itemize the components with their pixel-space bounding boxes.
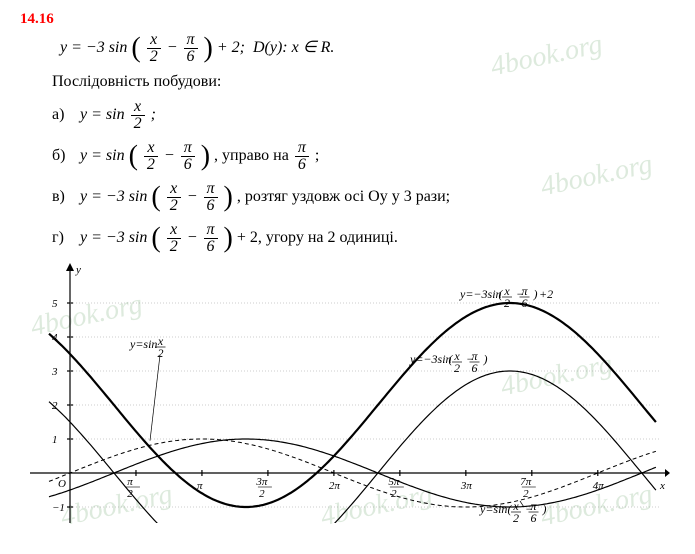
frac-num: π [204,222,218,239]
frac-den: 6 [204,239,218,255]
minus: − [167,39,178,56]
step-label: а) [52,102,76,128]
domain-label: D(y): [253,39,288,56]
svg-text:+2: +2 [539,287,553,301]
lparen: ( [151,223,160,254]
frac-num: x [144,140,158,157]
step-label: б) [52,143,76,169]
frac-den: 2 [167,198,181,214]
svg-text:(: ( [508,502,513,516]
svg-text:y=sin: y=sin [479,502,507,516]
problem-number: 14.16 [20,11,54,28]
frac-den: 6 [204,198,218,214]
svg-text:): ) [542,502,547,516]
eq-func: sin [109,39,128,56]
frac-den: 6 [181,157,195,173]
svg-text:6: 6 [531,511,537,523]
step-a: а) y = sin x2 ; [52,99,675,132]
step-text: , розтяг уздовж осі Oy у 3 рази; [237,188,450,205]
frac-num: x [131,99,145,116]
frac-num: x [167,222,181,239]
frac-den: 2 [147,49,161,65]
step-prefix: y = sin [80,147,125,164]
sequence-heading: Послідовність побудови: [52,73,675,91]
frac-num: x [167,181,181,198]
frac-den: 2 [131,116,145,132]
step-prefix: y = −3 sin [80,188,147,205]
svg-text:O: O [58,478,66,490]
svg-text:): ) [483,352,488,366]
step-b: б) y = sin ( x2 − π6 ) , управо на π6 ; [52,140,675,173]
lparen: ( [151,182,160,213]
svg-text:(: ( [499,287,504,301]
svg-text:3π: 3π [460,480,473,492]
rparen: ) [224,223,233,254]
step-prefix: y = sin [80,106,125,123]
svg-text:y: y [75,264,81,276]
frac-num: π [204,181,218,198]
step-suffix: ; [315,147,319,164]
svg-text:2: 2 [513,511,519,523]
frac-num: π [184,32,198,49]
svg-text:π: π [127,476,133,488]
svg-text:3π: 3π [255,476,268,488]
svg-text:1: 1 [52,434,58,446]
svg-text:2: 2 [504,296,510,310]
chart: Oxy−112345π2π3π22π5π23π7π24πy=sinx2y=−3s… [30,263,670,523]
svg-text:7π: 7π [520,476,532,488]
eq-lhs: y [60,39,67,56]
svg-text:): ) [533,287,538,301]
svg-text:2: 2 [454,361,460,375]
problem-header: 14.16 [20,10,675,28]
frac-num: π [181,140,195,157]
svg-text:6: 6 [472,361,478,375]
frac-den: 2 [167,239,181,255]
svg-text:2π: 2π [329,480,341,492]
minus: − [164,147,175,164]
svg-text:3: 3 [51,366,58,378]
frac-den: 6 [295,157,309,173]
minus: − [187,188,198,205]
rparen: ) [201,141,210,172]
svg-text:2: 2 [158,346,164,360]
chart-svg: Oxy−112345π2π3π22π5π23π7π24πy=sinx2y=−3s… [30,263,670,523]
step-d: г) y = −3 sin ( x2 − π6 ) + 2, угору на … [52,222,675,255]
svg-text:−1: −1 [52,502,65,514]
svg-text:y=−3sin: y=−3sin [409,352,452,366]
svg-text:5: 5 [52,298,58,310]
svg-text:y=−3sin: y=−3sin [459,287,502,301]
step-label: в) [52,184,76,210]
svg-text:y=sin: y=sin [129,337,157,351]
minus: − [187,229,198,246]
step-label: г) [52,225,76,251]
main-equation: y = −3 sin ( x2 − π6 ) + 2; D(y): x ∈ R. [60,32,675,65]
step-text: + 2, угору на 2 одиниці. [237,229,398,246]
frac-den: 6 [184,49,198,65]
svg-text:(: ( [449,352,454,366]
eq-tail: + 2; [217,39,245,56]
svg-text:6: 6 [522,296,528,310]
step-prefix: y = −3 sin [80,229,147,246]
domain: x ∈ R. [292,39,335,56]
svg-text:2: 2 [259,488,265,500]
frac-den: 2 [144,157,158,173]
frac-num: π [295,140,309,157]
step-text: , управо на [214,147,293,164]
frac-num: x [147,32,161,49]
step-suffix: ; [151,106,156,123]
rparen: ) [224,182,233,213]
step-c: в) y = −3 sin ( x2 − π6 ) , розтяг уздов… [52,181,675,214]
lparen: ( [129,141,138,172]
svg-text:x: x [659,480,665,492]
eq-coeff: −3 [86,39,105,56]
svg-text:2: 2 [391,488,397,500]
